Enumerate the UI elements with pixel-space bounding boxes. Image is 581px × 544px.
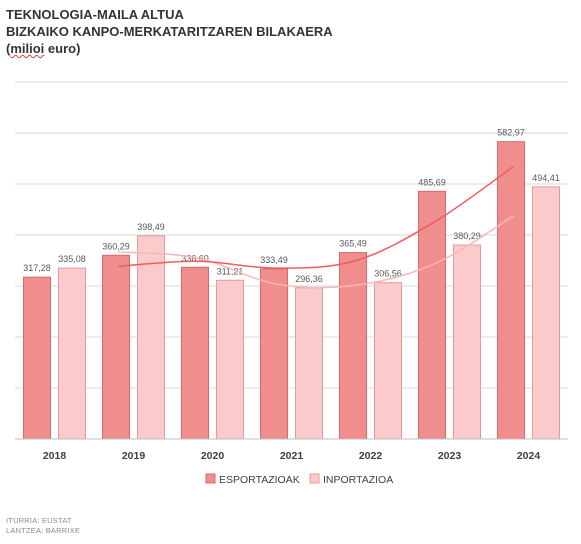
bar-inportazioa <box>374 282 402 440</box>
bar-inportazioa <box>216 279 244 440</box>
chart-title-block: TEKNOLOGIA-MAILA ALTUA BIZKAIKO KANPO-ME… <box>6 6 333 57</box>
legend-swatch-esportazioak <box>205 473 216 484</box>
data-label-inportazioa: 335,08 <box>58 254 86 264</box>
gridlines <box>15 81 568 440</box>
bar-inportazioa <box>532 186 560 440</box>
bars <box>23 141 560 440</box>
data-label-inportazioa: 296,36 <box>295 274 323 284</box>
legend-swatch-inportazioa <box>309 473 320 484</box>
data-label-inportazioa: 494,41 <box>532 173 560 183</box>
x-tick-label: 2020 <box>201 450 225 462</box>
data-label-esportazioak: 333,49 <box>260 255 288 265</box>
bar-esportazioak <box>181 266 209 440</box>
bar-inportazioa <box>295 287 323 440</box>
source-line: ITURRIA: EUSTAT <box>6 516 72 525</box>
trendline-esportazioak <box>118 165 514 269</box>
bar-esportazioak <box>418 190 446 440</box>
x-tick-label: 2021 <box>280 450 304 462</box>
data-label-inportazioa: 380,29 <box>453 231 481 241</box>
bar-inportazioa <box>453 244 481 440</box>
author-line: LANTZEA: BARRIXE <box>6 526 81 535</box>
bar-esportazioak <box>23 276 51 440</box>
bar-inportazioa <box>58 267 86 440</box>
bar-esportazioak <box>260 268 288 440</box>
data-label-esportazioak: 582,97 <box>497 128 525 138</box>
data-label-inportazioa: 306,56 <box>374 269 402 279</box>
x-tick-label: 2024 <box>517 450 541 462</box>
data-label-esportazioak: 485,69 <box>418 177 446 187</box>
legend-label-inportazioa: INPORTAZIOA <box>323 474 393 486</box>
data-label-esportazioak: 336,60 <box>181 253 209 263</box>
unit-label: (milioi euro) <box>6 41 81 56</box>
chart-title: TEKNOLOGIA-MAILA ALTUA <box>6 7 184 22</box>
legend: ESPORTAZIOAK INPORTAZIOA <box>205 473 393 486</box>
data-label-esportazioak: 317,28 <box>23 263 51 273</box>
trendline-inportazioa <box>118 215 514 289</box>
x-tick-label: 2018 <box>43 450 67 462</box>
x-tick-label: 2023 <box>438 450 462 462</box>
data-label-esportazioak: 365,49 <box>339 239 367 249</box>
data-label-inportazioa: 398,49 <box>137 222 165 232</box>
chart-subtitle: BIZKAIKO KANPO-MERKATARITZAREN BILAKAERA <box>6 24 333 39</box>
source-note: ITURRIA: EUSTAT LANTZEA: BARRIXE <box>6 516 80 536</box>
bar-inportazioa <box>137 235 165 440</box>
bar-esportazioak <box>497 141 525 440</box>
bar-esportazioak <box>339 252 367 440</box>
data-label-inportazioa: 311,21 <box>217 266 244 276</box>
data-label-esportazioak: 360,29 <box>102 241 130 251</box>
x-tick-label: 2019 <box>122 450 146 462</box>
bar-esportazioak <box>102 254 130 440</box>
x-tick-label: 2022 <box>359 450 383 462</box>
legend-label-esportazioak: ESPORTAZIOAK <box>219 474 300 486</box>
